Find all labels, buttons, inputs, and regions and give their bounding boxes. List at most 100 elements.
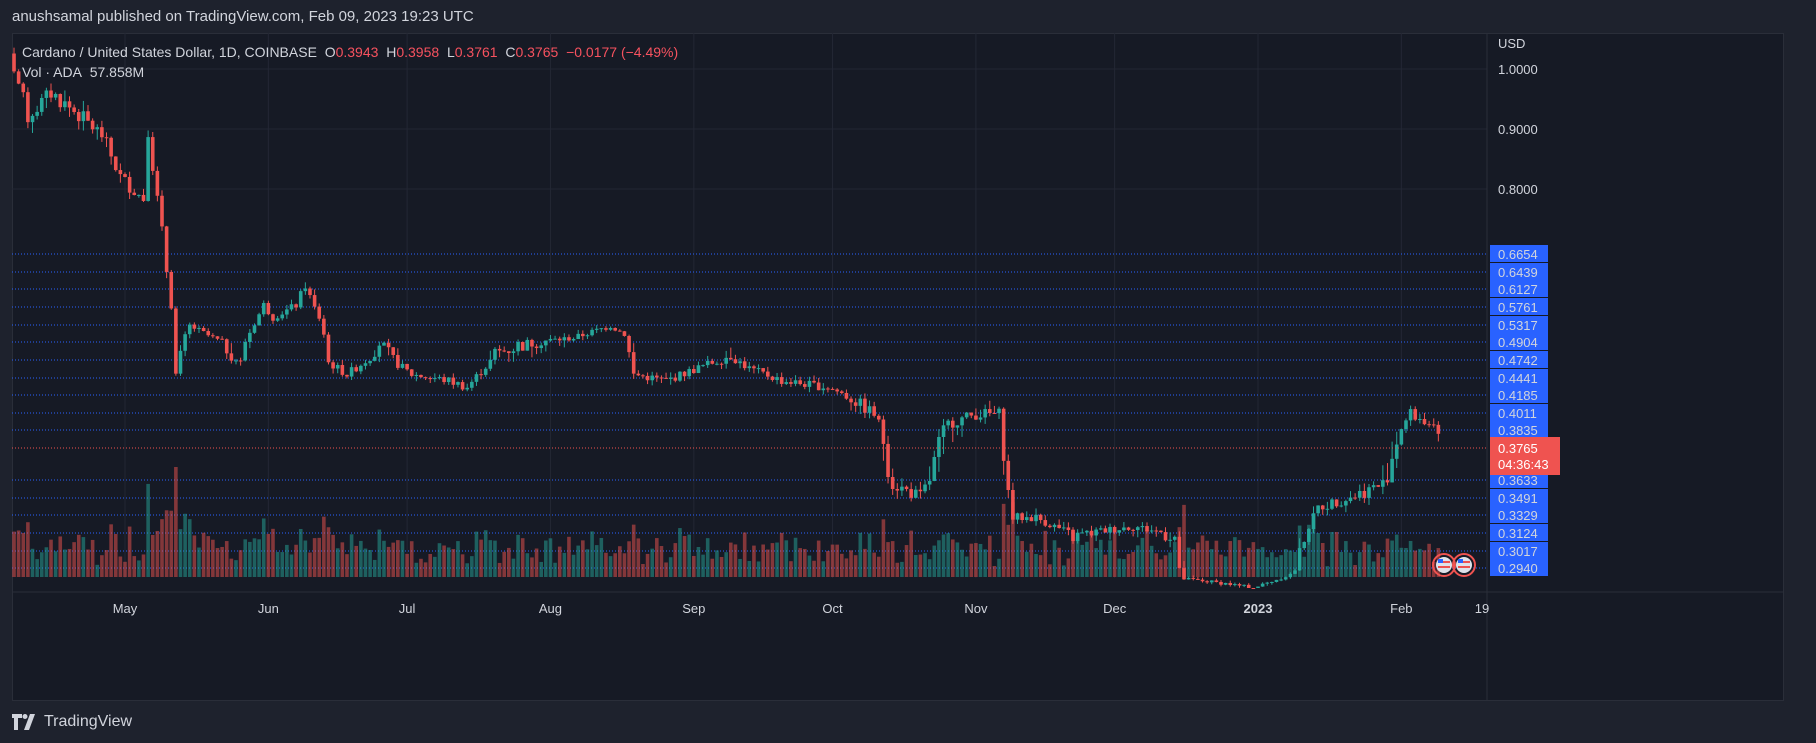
- volume-bar: [950, 539, 955, 577]
- candle-body: [1108, 526, 1112, 533]
- volume-bar: [867, 533, 872, 577]
- volume-bar: [1381, 557, 1385, 577]
- candle-body: [655, 375, 659, 378]
- level-label: 0.2940: [1498, 561, 1538, 576]
- volume-bar: [821, 561, 826, 577]
- volume-bar: [849, 550, 853, 577]
- volume-bar: [483, 530, 488, 577]
- candle-body: [1311, 513, 1316, 530]
- candle-body: [678, 371, 682, 381]
- candle-body: [261, 303, 266, 315]
- level-label: 0.3124: [1498, 526, 1538, 541]
- candle-body: [1320, 505, 1325, 510]
- volume-bar: [1233, 537, 1237, 577]
- candle-body: [359, 365, 363, 372]
- volume-bar: [146, 483, 150, 577]
- volume-bar: [1075, 536, 1080, 577]
- volume-bar: [1108, 540, 1112, 577]
- candle-body: [705, 360, 710, 366]
- volume-bar: [174, 467, 178, 577]
- event-flag-icon: [1438, 559, 1443, 563]
- open-label: O: [324, 44, 336, 60]
- volume-bar: [1172, 542, 1177, 577]
- candle-body: [983, 409, 987, 418]
- high-value: 0.3958: [396, 44, 440, 60]
- candle-body: [1219, 581, 1223, 585]
- volume-bar: [340, 542, 345, 577]
- candle-body: [608, 327, 613, 330]
- candle-body: [368, 360, 372, 364]
- candle-body: [784, 382, 789, 384]
- volume-bar: [1385, 538, 1390, 577]
- candle-body: [1057, 524, 1061, 529]
- candle-body: [738, 361, 742, 364]
- candle-body: [1404, 420, 1408, 430]
- candle-body: [701, 365, 705, 367]
- volume-bar: [1399, 547, 1404, 577]
- candlestick-chart[interactable]: USD 1.0000 0.9000 0.8000 0.6654 0.6439 0.6127 0…: [12, 33, 1784, 701]
- volume-bar: [238, 550, 243, 577]
- level-badge: [1490, 524, 1548, 541]
- candle-body: [950, 420, 955, 428]
- volume-bar: [1029, 543, 1034, 577]
- volume-bar: [285, 544, 289, 577]
- volume-bar: [1422, 550, 1427, 577]
- level-badge: [1490, 386, 1548, 403]
- candle-body: [1075, 532, 1080, 542]
- volume-bar: [224, 541, 229, 577]
- candle-body: [1228, 582, 1233, 586]
- volume-bar: [1131, 551, 1135, 577]
- volume-bar: [1098, 539, 1103, 577]
- candle-body: [460, 382, 465, 390]
- volume-bar: [437, 543, 442, 577]
- volume-bar: [1020, 541, 1024, 577]
- candle-body: [812, 380, 816, 383]
- candle-body: [766, 371, 770, 377]
- candle-body: [433, 378, 437, 380]
- volume-bar: [1135, 545, 1140, 577]
- candle-body: [900, 486, 904, 491]
- x-tick-label: Sep: [682, 601, 705, 616]
- candle-body: [770, 376, 775, 380]
- volume-bar: [21, 532, 26, 577]
- volume-bar: [779, 532, 784, 577]
- volume-bar: [1126, 553, 1131, 577]
- countdown-label: 04:36:43: [1498, 457, 1549, 472]
- candle-body: [382, 342, 386, 346]
- candle-body: [844, 392, 849, 399]
- volume-bar: [377, 529, 382, 577]
- event-flag-icon: [1438, 561, 1450, 563]
- level-label: 0.6654: [1498, 247, 1538, 262]
- candle-body: [349, 367, 354, 377]
- candle-body: [876, 415, 881, 420]
- candle-body: [659, 377, 664, 379]
- volume-bar: [275, 551, 280, 577]
- volume-bar: [192, 535, 197, 577]
- volume-bar: [1112, 533, 1117, 577]
- volume-bar: [493, 540, 497, 577]
- tradingview-footer[interactable]: TradingView: [12, 713, 132, 731]
- candle-body: [1094, 529, 1098, 536]
- volume-bar: [1413, 550, 1418, 577]
- candle-body: [16, 71, 21, 84]
- volume-bar: [1182, 504, 1186, 577]
- volume-bar: [1316, 532, 1320, 577]
- volume-bar: [1191, 549, 1196, 577]
- volume-bar: [298, 528, 303, 577]
- candle-body: [1048, 525, 1052, 528]
- volume-bar: [1015, 535, 1020, 577]
- candle-body: [1131, 529, 1135, 531]
- volume-bar: [155, 530, 160, 577]
- candle-body: [1408, 409, 1413, 421]
- chart-panel[interactable]: [12, 33, 1784, 701]
- candle-body: [932, 456, 937, 481]
- volume-bar: [1390, 540, 1394, 577]
- volume-bar: [391, 542, 396, 577]
- candle-body: [1066, 527, 1071, 530]
- volume-bar: [49, 539, 53, 577]
- volume-bar: [729, 542, 733, 577]
- volume-bar: [974, 543, 978, 577]
- volume-bar: [1205, 540, 1209, 577]
- candle-body: [1154, 530, 1159, 532]
- volume-bar: [747, 560, 752, 577]
